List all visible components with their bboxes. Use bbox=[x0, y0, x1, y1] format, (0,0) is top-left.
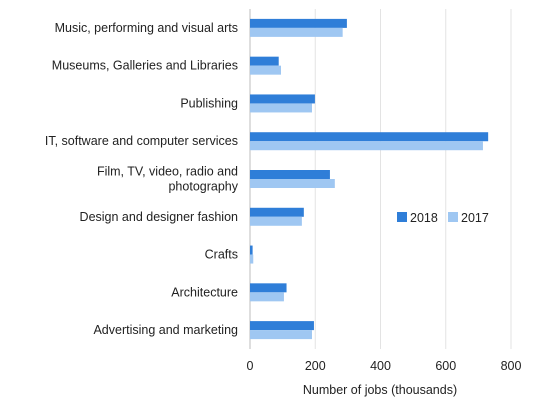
bar-2018-8 bbox=[250, 321, 314, 331]
x-tick-label-200: 200 bbox=[305, 359, 326, 373]
bar-2018-4 bbox=[250, 170, 330, 179]
legend-swatch-2018 bbox=[397, 212, 407, 222]
category-label-6: Crafts bbox=[205, 248, 238, 262]
bar-2018-2 bbox=[250, 94, 315, 104]
bar-2017-0 bbox=[250, 27, 343, 37]
bar-2018-3 bbox=[250, 132, 489, 142]
legend-label-2018: 2018 bbox=[410, 211, 438, 225]
bars bbox=[250, 18, 489, 340]
bar-2017-8 bbox=[250, 330, 312, 340]
bar-2017-5 bbox=[250, 216, 302, 226]
x-tick-label-400: 400 bbox=[370, 359, 391, 373]
bar-2017-7 bbox=[250, 292, 284, 302]
category-label-4-line-0: Film, TV, video, radio and bbox=[97, 165, 238, 179]
x-tick-label-800: 800 bbox=[501, 359, 522, 373]
x-tick-label-0: 0 bbox=[247, 359, 254, 373]
bar-2018-5 bbox=[250, 207, 304, 217]
legend-label-2017: 2017 bbox=[461, 211, 489, 225]
bar-2017-3 bbox=[250, 141, 483, 151]
bar-2018-0 bbox=[250, 18, 347, 28]
bar-2017-6 bbox=[250, 254, 254, 264]
category-label-0: Music, performing and visual arts bbox=[55, 21, 238, 35]
x-axis-title: Number of jobs (thousands) bbox=[303, 383, 457, 397]
category-label-2: Publishing bbox=[180, 96, 238, 110]
x-tick-label-600: 600 bbox=[435, 359, 456, 373]
category-label-7: Architecture bbox=[171, 285, 238, 299]
bar-2017-4 bbox=[250, 179, 335, 188]
bar-2018-6 bbox=[250, 245, 253, 255]
x-tick-labels: 0 200 400 600 800 bbox=[247, 359, 522, 373]
bar-2018-7 bbox=[250, 283, 287, 293]
category-label-1: Museums, Galleries and Libraries bbox=[52, 59, 238, 73]
category-label-4-line-1: photography bbox=[168, 180, 238, 194]
category-label-5: Design and designer fashion bbox=[80, 210, 238, 224]
legend: 2018 2017 bbox=[397, 211, 489, 225]
category-label-3: IT, software and computer services bbox=[45, 134, 238, 148]
category-labels: Music, performing and visual arts Museums… bbox=[45, 21, 239, 337]
bar-2017-2 bbox=[250, 103, 312, 113]
legend-swatch-2017 bbox=[448, 212, 458, 222]
bar-2018-1 bbox=[250, 56, 279, 66]
bar-2017-1 bbox=[250, 65, 281, 75]
category-label-8: Advertising and marketing bbox=[93, 323, 238, 337]
